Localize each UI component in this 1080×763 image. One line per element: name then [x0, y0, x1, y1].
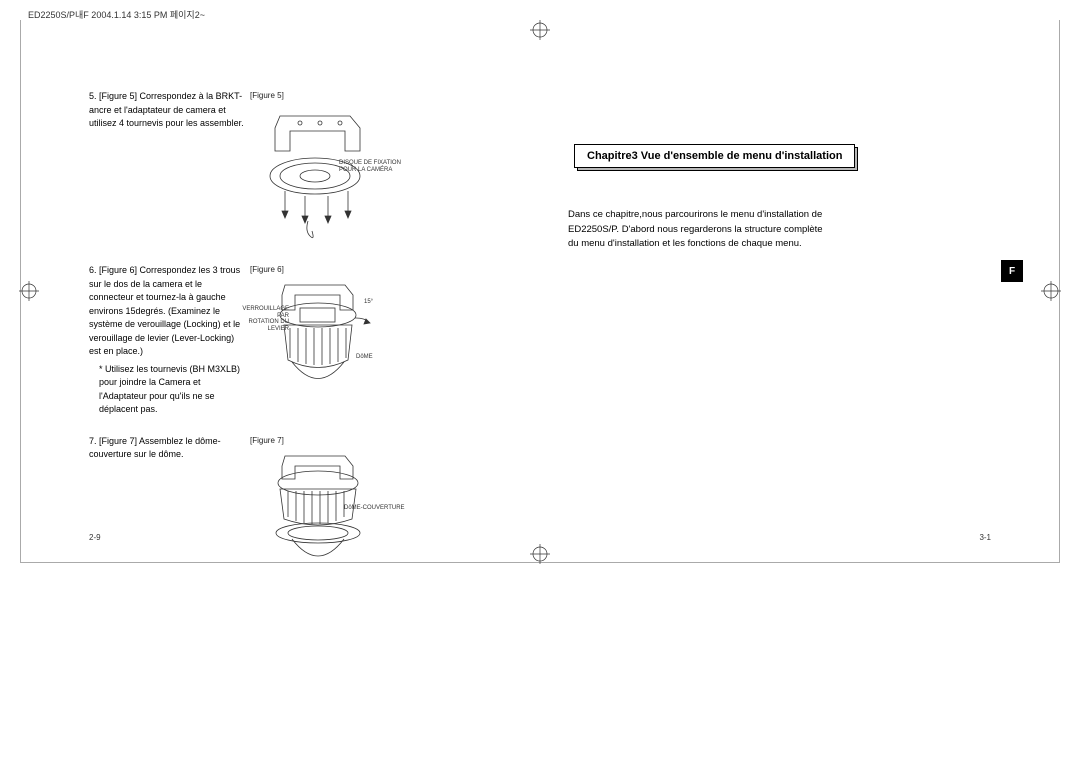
right-page: Chapitre3 Vue d'ensemble de menu d'insta…	[540, 60, 1019, 542]
fig6-callout-lock2: ROTATION DU LEVIER	[229, 319, 289, 332]
chapter-title: Chapitre3 Vue d'ensemble de menu d'insta…	[574, 144, 855, 168]
step-6: 6. [Figure 6] Correspondez les 3 trous s…	[89, 264, 512, 417]
step-5: 5. [Figure 5] Correspondez à la BRKT-anc…	[89, 90, 512, 246]
step-7: 7. [Figure 7] Assemblez le dôme-couvertu…	[89, 435, 512, 581]
fig7-diagram-icon	[250, 451, 512, 581]
fig7-label: [Figure 7]	[250, 435, 512, 447]
page-frame: 5. [Figure 5] Correspondez à la BRKT-anc…	[20, 20, 1060, 563]
crop-mark-right-icon	[1041, 281, 1061, 301]
step7-body: [Figure 7] Assemblez le dôme-couverture …	[89, 436, 221, 460]
chapter-banner: Chapitre3 Vue d'ensemble de menu d'insta…	[574, 144, 991, 168]
fig6-callout-15: 15°	[364, 299, 373, 306]
fig6-label: [Figure 6]	[250, 264, 512, 276]
fig6-callout-lock1: VERROUILLAGE PAR	[229, 306, 289, 319]
fig6-diagram-icon	[250, 280, 512, 400]
chapter-intro: Dans ce chapitre,nous parcourirons le me…	[568, 208, 828, 252]
fig5-diagram-icon	[250, 106, 512, 246]
step5-num: 5.	[89, 91, 97, 101]
step6-body: [Figure 6] Correspondez les 3 trous sur …	[89, 265, 240, 356]
fig6-callout-dome: DôME	[356, 354, 373, 361]
crop-mark-top-icon	[530, 20, 550, 40]
right-page-number: 3-1	[979, 533, 991, 542]
left-page: 5. [Figure 5] Correspondez à la BRKT-anc…	[61, 60, 540, 542]
fig7-callout: DôME-COUVERTURE	[344, 505, 405, 512]
left-page-number: 2-9	[89, 533, 101, 542]
step6-num: 6.	[89, 265, 97, 275]
fig5-callout2: POUR LA CAMÉRA	[339, 167, 401, 174]
fig5-label: [Figure 5]	[250, 90, 512, 102]
crop-mark-bottom-icon	[530, 544, 550, 564]
step7-num: 7.	[89, 436, 97, 446]
crop-mark-left-icon	[19, 281, 39, 301]
fig5-callout1: DISQUE DE FIXATION	[339, 160, 401, 167]
step5-body: [Figure 5] Correspondez à la BRKT-ancre …	[89, 91, 244, 128]
step6-sub: * Utilisez les tournevis (BH M3XLB) pour…	[99, 363, 244, 417]
language-tab: F	[1001, 260, 1023, 282]
